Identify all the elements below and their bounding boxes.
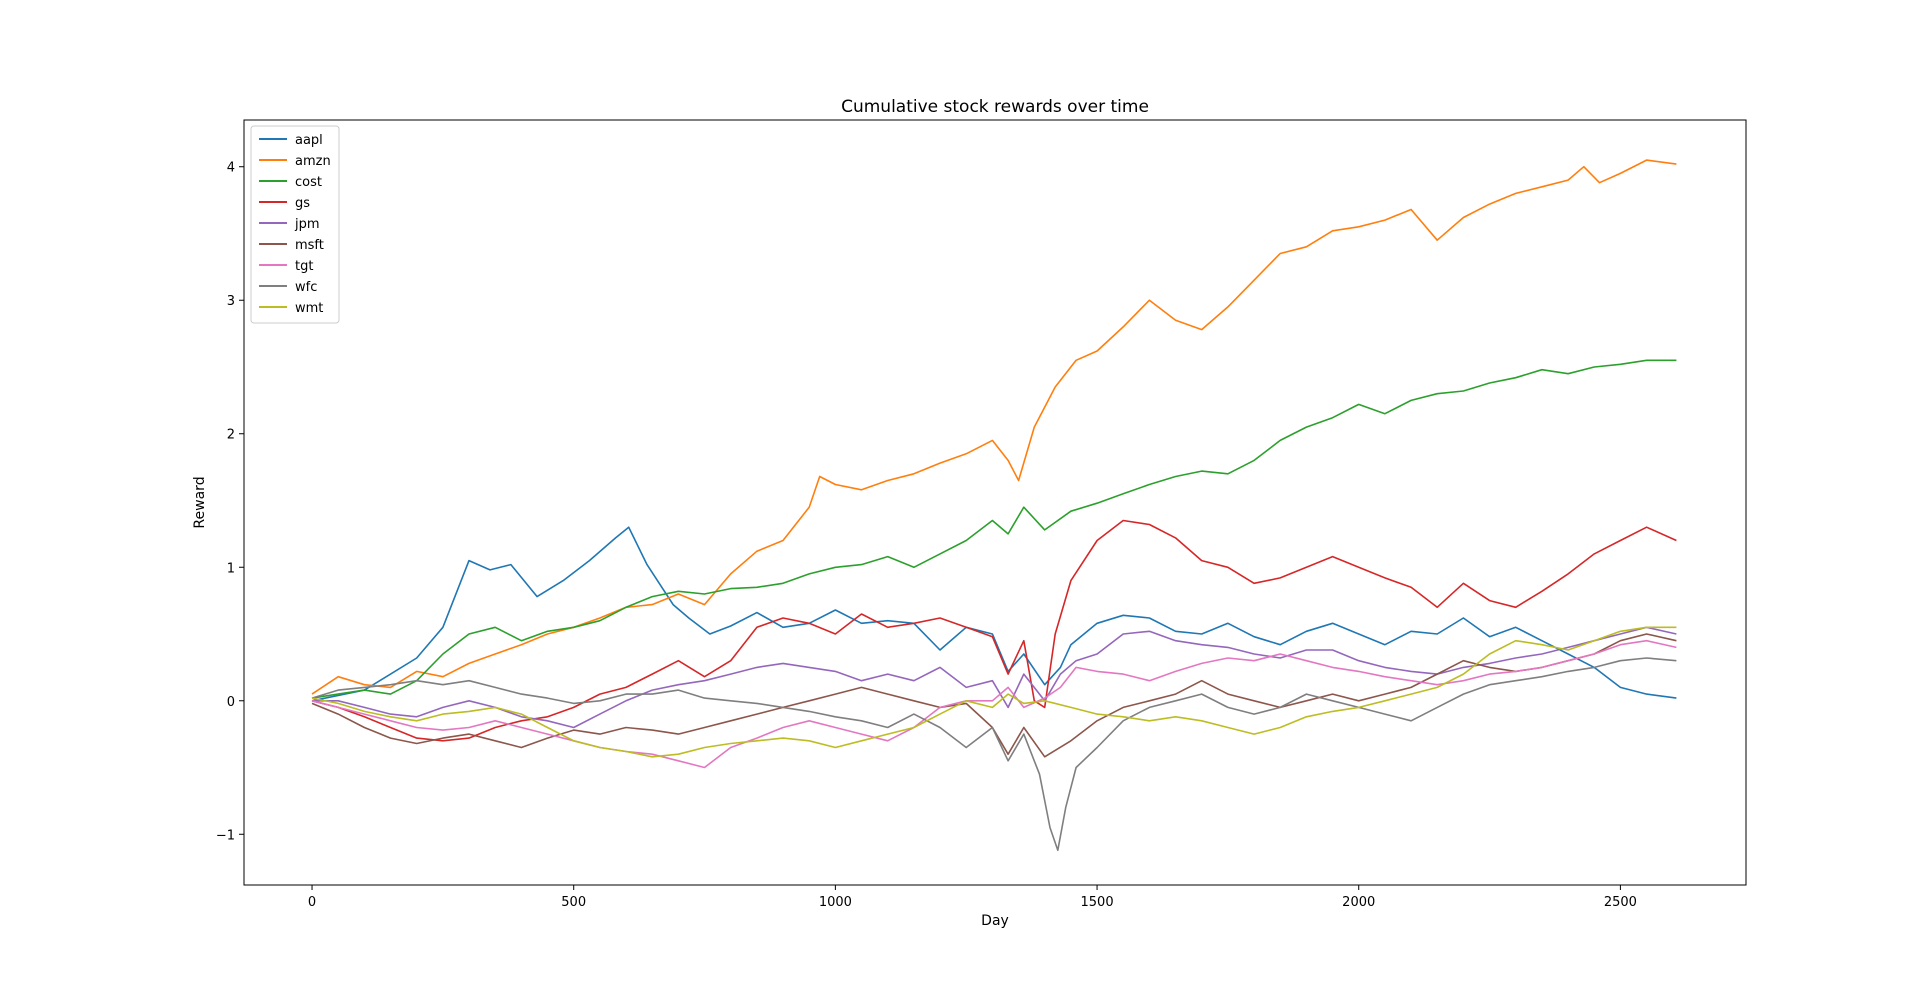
chart-title: Cumulative stock rewards over time	[841, 97, 1149, 117]
legend-label-gs: gs	[295, 196, 310, 211]
series-line-wmt	[311, 626, 1677, 758]
legend-label-jpm: jpm	[294, 217, 320, 232]
series-line-aapl	[311, 526, 1677, 702]
series-line-msft	[311, 633, 1677, 758]
x-axis-label: Day	[981, 913, 1009, 929]
x-tick-label: 2000	[1342, 895, 1375, 910]
y-tick-label: 4	[227, 161, 235, 176]
series-line-tgt	[311, 639, 1677, 769]
y-tick-label: 0	[227, 695, 235, 710]
y-axis: −1 0 1 2 3 4	[216, 161, 244, 843]
x-tick-label: 500	[561, 895, 586, 910]
y-tick-label: 1	[227, 561, 235, 576]
y-tick-label: −1	[216, 828, 235, 843]
legend-label-msft: msft	[295, 238, 324, 253]
legend-label-tgt: tgt	[295, 259, 313, 274]
series-layer	[311, 159, 1677, 852]
legend-label-wmt: wmt	[295, 301, 323, 316]
plot-frame	[243, 119, 1747, 886]
y-tick-label: 2	[227, 428, 235, 443]
y-axis-label: Reward	[192, 476, 208, 528]
series-line-gs	[311, 519, 1677, 742]
series-line-amzn	[311, 159, 1677, 695]
legend-label-wfc: wfc	[295, 280, 317, 295]
x-tick-label: 1500	[1081, 895, 1114, 910]
legend: aapl amzn cost gs jpm msft tgt wfc wmt	[250, 125, 340, 324]
legend-label-aapl: aapl	[295, 133, 323, 148]
x-tick-label: 0	[308, 895, 316, 910]
x-tick-label: 1000	[819, 895, 852, 910]
legend-label-cost: cost	[295, 175, 322, 190]
y-tick-label: 3	[227, 294, 235, 309]
x-axis: 0 500 1000 1500 2000 2500	[308, 885, 1637, 910]
legend-label-amzn: amzn	[295, 154, 331, 169]
series-line-cost	[311, 359, 1677, 699]
series-line-wfc	[311, 657, 1677, 852]
x-tick-label: 2500	[1604, 895, 1637, 910]
legend-box	[250, 125, 340, 324]
